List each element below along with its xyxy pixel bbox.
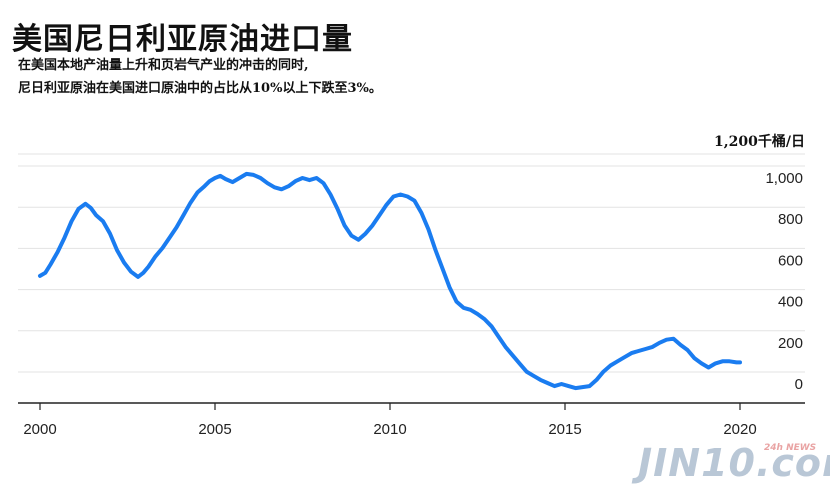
x-tick-label: 2015 (548, 421, 581, 438)
jin10-watermark: JIN10.com 24h NEWS (630, 441, 830, 489)
y-axis-unit-label: 1,200千桶/日 (714, 133, 805, 150)
chart-subtitle-line-1: 在美国本地产油量上升和页岩气产业的冲击的同时, (18, 58, 309, 73)
series-line (38, 171, 742, 391)
gridlines (18, 153, 805, 373)
y-axis-ticks: 1,000 800 600 400 200 0 (765, 170, 803, 393)
x-axis: 2000 2005 2010 2015 2020 (18, 402, 805, 438)
chart-title: 美国尼日利亚原油进口量 (12, 22, 353, 57)
y-tick-label: 0 (795, 376, 803, 393)
y-tick-label: 200 (778, 335, 803, 352)
y-tick-label: 400 (778, 294, 803, 311)
chart-subtitle-line-2: 尼日利亚原油在美国进口原油中的占比从10%以上下跌至3%。 (18, 81, 382, 96)
watermark-text: JIN10.com (638, 441, 830, 485)
x-tick-label: 2010 (373, 421, 406, 438)
x-tick-label: 2020 (723, 421, 756, 438)
y-tick-label: 600 (778, 252, 803, 269)
y-tick-label: 800 (778, 211, 803, 228)
x-tick-label: 2000 (23, 421, 56, 438)
x-tick-label: 2005 (198, 421, 231, 438)
watermark-badge: 24h NEWS (764, 443, 817, 453)
y-tick-label: 1,000 (765, 170, 803, 187)
